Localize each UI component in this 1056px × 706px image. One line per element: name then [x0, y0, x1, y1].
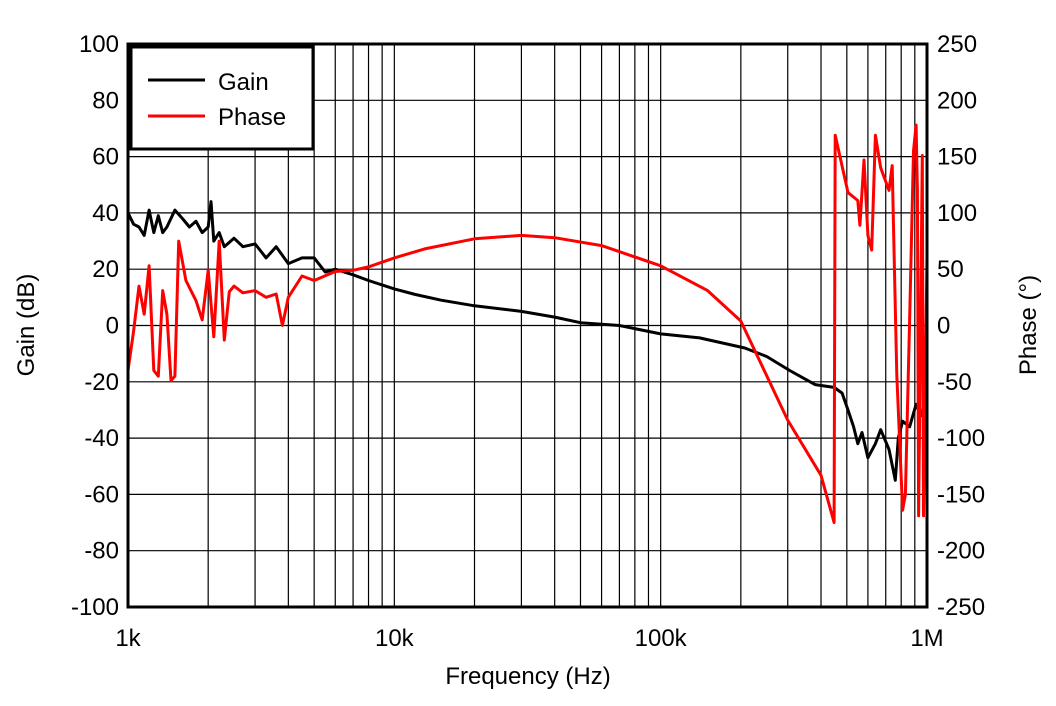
y-tick-label: -20: [84, 369, 119, 396]
x-axis-label: Frequency (Hz): [445, 663, 610, 690]
y-tick-label: 40: [92, 200, 119, 227]
plot-frame: [126, 42, 929, 609]
y-tick-label: -60: [84, 481, 119, 508]
x-tick-label: 1M: [910, 625, 943, 652]
y2-tick-label: -250: [937, 594, 985, 621]
x-tick-label: 100k: [635, 625, 688, 652]
tick-labels: 1k 10k 100k 1M-100-80-60-40-20020406080100-…: [71, 31, 985, 652]
y2-tick-label: -50: [937, 369, 972, 396]
x-tick-label: 1k: [115, 625, 141, 652]
series-gain-line: [126, 200, 929, 482]
x-tick-label: 10k: [375, 625, 415, 652]
y2-tick-label: -150: [937, 481, 985, 508]
y-tick-label: 60: [92, 144, 119, 171]
y-tick-label: -80: [84, 538, 119, 565]
series-phase-line: [126, 123, 929, 524]
legend: Gain Phase: [129, 45, 315, 151]
y2-tick-label: 0: [937, 313, 950, 340]
y-tick-label: 20: [92, 256, 119, 283]
y-tick-label: 0: [106, 313, 119, 340]
y-tick-label: 100: [79, 31, 119, 58]
y-tick-label: -100: [71, 594, 119, 621]
y2-axis-label: Phase (°): [1015, 275, 1042, 375]
y2-tick-label: 200: [937, 87, 977, 114]
y-tick-label: -40: [84, 425, 119, 452]
y2-tick-label: 50: [937, 256, 964, 283]
legend-label-phase: Phase: [218, 104, 286, 131]
y2-tick-label: 100: [937, 200, 977, 227]
y-tick-label: 80: [92, 87, 119, 114]
legend-label-gain: Gain: [218, 69, 269, 96]
y-axis-label: Gain (dB): [13, 274, 40, 377]
series-lines: [126, 123, 929, 524]
y2-tick-label: -200: [937, 538, 985, 565]
y2-tick-label: -100: [937, 425, 985, 452]
legend-box: [129, 45, 315, 151]
y2-tick-label: 150: [937, 144, 977, 171]
y2-tick-label: 250: [937, 31, 977, 58]
